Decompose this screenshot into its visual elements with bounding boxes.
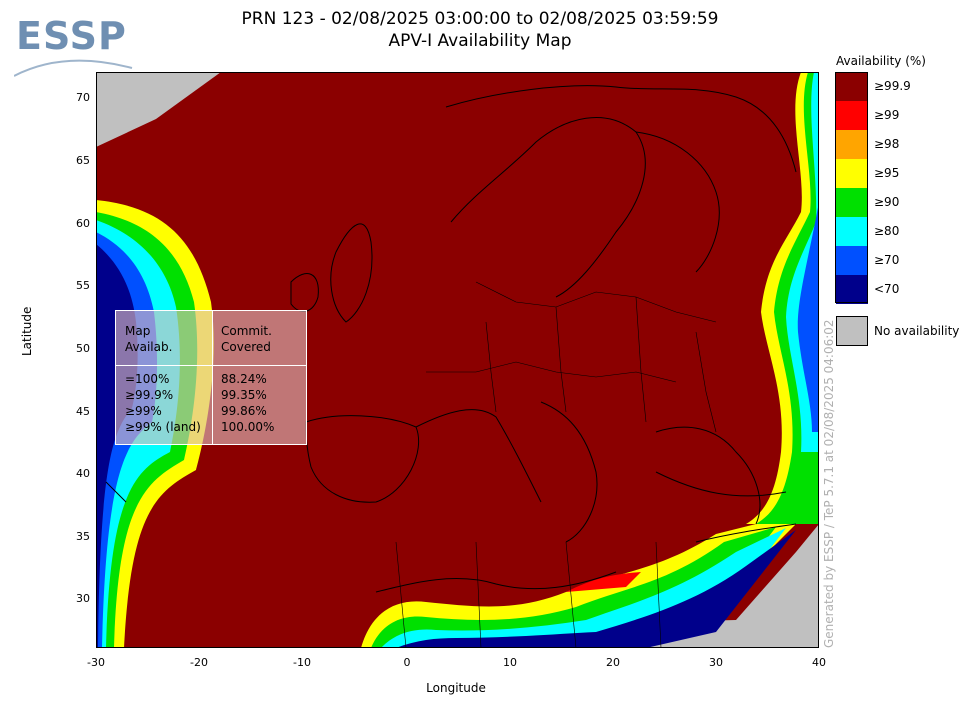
legend-label: ≥99 xyxy=(874,108,900,122)
legend-label: ≥99.9 xyxy=(874,79,911,93)
row-covered: 99.86% xyxy=(221,404,267,418)
legend-swatch xyxy=(836,130,868,159)
y-tick-label: 30 xyxy=(76,592,90,605)
x-tick-label: 30 xyxy=(709,656,723,669)
row-avail: =100% xyxy=(125,372,170,386)
row-avail: ≥99% xyxy=(125,404,162,418)
y-tick-label: 50 xyxy=(76,342,90,355)
logo-swoosh xyxy=(14,59,133,77)
x-tick-label: 20 xyxy=(606,656,620,669)
y-tick-label: 35 xyxy=(76,530,90,543)
x-tick-label: -20 xyxy=(190,656,208,669)
essp-logo: ESSP xyxy=(14,16,134,80)
row-avail: ≥99% (land) xyxy=(125,420,201,434)
y-tick-label: 60 xyxy=(76,217,90,230)
x-tick-label: -10 xyxy=(293,656,311,669)
y-tick-label: 55 xyxy=(76,279,90,292)
legend-swatch xyxy=(836,101,868,130)
south-band-darkblue xyxy=(396,530,796,648)
east-band-blue xyxy=(797,202,819,432)
legend-swatch xyxy=(836,72,868,101)
no-availability-se xyxy=(636,524,819,648)
coastlines xyxy=(105,85,797,593)
table-divider-horizontal xyxy=(116,365,306,366)
x-tick-label: 10 xyxy=(503,656,517,669)
legend-label: ≥90 xyxy=(874,195,900,209)
map-title: PRN 123 - 02/08/2025 03:00:00 to 02/08/2… xyxy=(0,8,960,52)
legend-label: ≥98 xyxy=(874,137,900,151)
x-tick-label: 0 xyxy=(403,656,411,669)
legend-swatch xyxy=(836,188,868,217)
no-availability-nw xyxy=(96,72,221,147)
legend-label: ≥80 xyxy=(874,224,900,238)
generated-credit: Generated by ESSP / TeP 5.7.1 at 02/08/2… xyxy=(822,319,836,648)
legend-swatch xyxy=(836,275,868,304)
map-frame xyxy=(96,72,819,648)
row-covered: 100.00% xyxy=(221,420,275,434)
y-tick-label: 40 xyxy=(76,467,90,480)
y-tick-label: 65 xyxy=(76,154,90,167)
legend-title: Availability (%) xyxy=(836,54,926,68)
x-tick-label: -30 xyxy=(87,656,105,669)
legend-swatch xyxy=(836,246,868,275)
country-borders xyxy=(395,281,717,648)
legend-swatch-no-availability xyxy=(836,316,868,346)
legend-label: ≥95 xyxy=(874,166,900,180)
legend-label-no-availability: No availability xyxy=(874,324,960,338)
x-tick-label: 40 xyxy=(812,656,826,669)
y-tick-label: 70 xyxy=(76,91,90,104)
row-covered: 99.35% xyxy=(221,388,267,402)
header-map-availab: Map Availab. xyxy=(125,324,173,354)
table-divider-vertical xyxy=(212,311,213,444)
title-line-2: APV-I Availability Map xyxy=(388,31,572,51)
logo-text: ESSP xyxy=(16,14,127,58)
y-axis-label: Latitude xyxy=(20,306,34,356)
legend-label: ≥70 xyxy=(874,253,900,267)
y-tick-label: 45 xyxy=(76,405,90,418)
coverage-stats-table: Map Availab. Commit. Covered =100% 88.24… xyxy=(115,310,307,445)
legend-swatch xyxy=(836,159,868,188)
legend-label: <70 xyxy=(874,282,900,296)
row-avail: ≥99.9% xyxy=(125,388,174,402)
x-axis-label: Longitude xyxy=(426,681,486,695)
row-covered: 88.24% xyxy=(221,372,267,386)
south-band-red xyxy=(566,572,641,592)
legend-swatch xyxy=(836,217,868,246)
header-commit-covered: Commit. Covered xyxy=(221,324,272,354)
title-line-1: PRN 123 - 02/08/2025 03:00:00 to 02/08/2… xyxy=(241,9,719,29)
